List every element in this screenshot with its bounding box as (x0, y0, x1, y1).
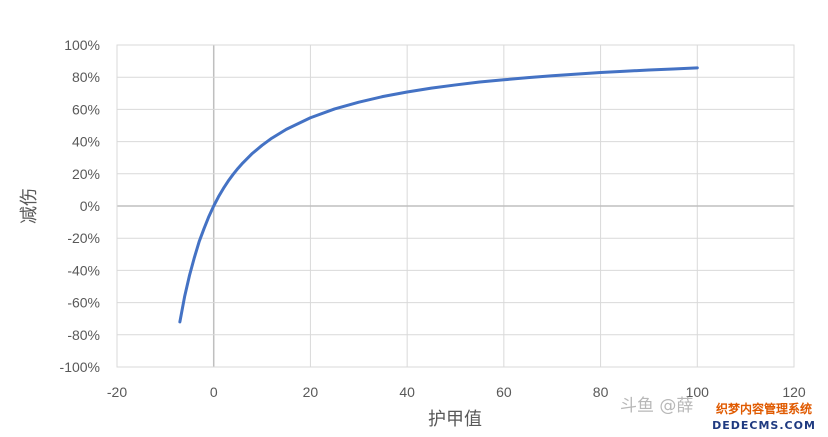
tick-labels: -20 0 20 40 60 80 100 120 100% 80% 60% 40% 20% 0% -20%… (60, 37, 806, 400)
y-tick-label: -20% (67, 230, 100, 246)
y-axis-label: 减伤 (19, 188, 40, 224)
x-axis-label: 护甲值 (428, 409, 482, 430)
y-tick-label: -80% (67, 327, 100, 343)
y-tick-label: 0% (80, 198, 100, 214)
y-tick-label: 20% (72, 166, 100, 182)
y-tick-label: 100% (64, 37, 100, 53)
x-tick-label: 40 (399, 384, 415, 400)
watermark-logo-bg (703, 398, 825, 434)
y-tick-label: -100% (60, 359, 100, 375)
x-tick-label: 80 (593, 384, 609, 400)
y-tick-label: 40% (72, 134, 100, 150)
y-tick-label: 60% (72, 101, 100, 117)
x-tick-label: 100 (686, 384, 710, 400)
x-tick-label: 0 (210, 384, 218, 400)
watermark-left-text: 斗鱼 @薛 (620, 396, 693, 416)
gridlines (116, 44, 795, 368)
watermark-right-bottom: DEDECMS.COM (712, 419, 816, 432)
y-tick-label: -60% (67, 295, 100, 311)
y-tick-label: 80% (72, 69, 100, 85)
y-tick-label: -40% (67, 262, 100, 278)
x-tick-label: 120 (782, 384, 806, 400)
x-tick-label: 60 (496, 384, 512, 400)
x-tick-label: 20 (303, 384, 319, 400)
x-tick-label: -20 (107, 384, 127, 400)
watermark: 斗鱼 @薛 织梦内容管理系统 DEDECMS.COM (620, 396, 825, 434)
watermark-right-top: 织梦内容管理系统 (716, 401, 812, 416)
plot-area (116, 44, 795, 368)
series-line (178, 66, 699, 324)
